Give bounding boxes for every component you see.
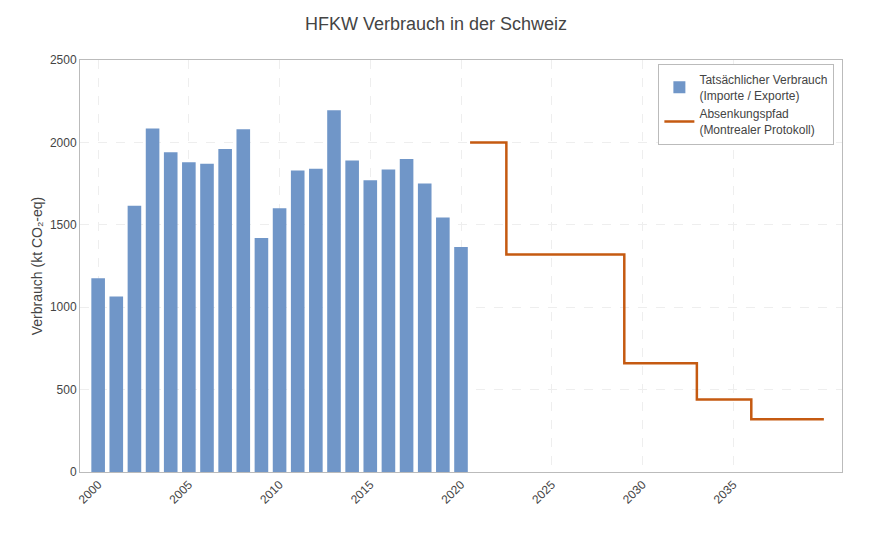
svg-text:2500: 2500 bbox=[50, 53, 77, 67]
svg-text:1500: 1500 bbox=[50, 218, 77, 232]
svg-text:2020: 2020 bbox=[439, 478, 468, 507]
svg-text:Verbrauch (kt CO₂-eq): Verbrauch (kt CO₂-eq) bbox=[29, 197, 45, 335]
svg-text:0: 0 bbox=[70, 465, 77, 479]
svg-text:2005: 2005 bbox=[166, 478, 195, 507]
svg-text:2010: 2010 bbox=[257, 478, 286, 507]
svg-text:2025: 2025 bbox=[529, 478, 558, 507]
svg-text:Tatsächlicher Verbrauch(Import: Tatsächlicher Verbrauch(Importe / Export… bbox=[699, 73, 827, 103]
svg-text:Absenkungspfad(Montrealer Prot: Absenkungspfad(Montrealer Protokoll) bbox=[699, 107, 814, 137]
svg-text:HFKW Verbrauch in der Schweiz: HFKW Verbrauch in der Schweiz bbox=[305, 14, 567, 34]
svg-text:2035: 2035 bbox=[711, 478, 740, 507]
svg-text:2000: 2000 bbox=[50, 136, 77, 150]
svg-text:500: 500 bbox=[57, 383, 77, 397]
svg-text:2015: 2015 bbox=[348, 478, 377, 507]
svg-text:2030: 2030 bbox=[620, 478, 649, 507]
svg-text:2000: 2000 bbox=[76, 478, 105, 507]
svg-text:1000: 1000 bbox=[50, 300, 77, 314]
